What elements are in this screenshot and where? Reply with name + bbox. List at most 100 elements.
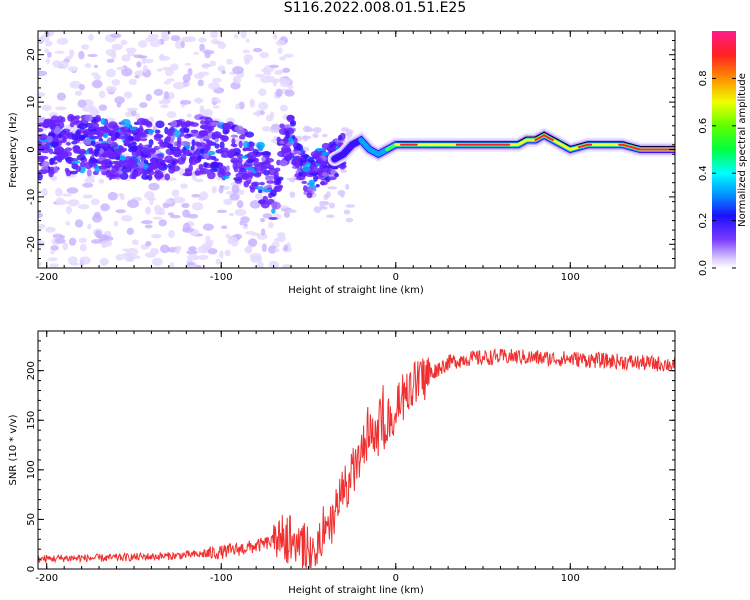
spectrogram-energy-blob xyxy=(43,119,50,123)
spectrogram-noise-blob xyxy=(105,68,116,78)
spectrogram-energy-blob xyxy=(82,139,93,146)
snr-x-label: Height of straight line (km) xyxy=(288,585,424,596)
spectrogram-energy-blob xyxy=(207,171,216,180)
spectrogram-energy-blob xyxy=(106,129,115,134)
spectrogram-noise-blob xyxy=(91,72,99,76)
spectrogram-noise-blob xyxy=(38,223,46,229)
spectrogram-noise-blob xyxy=(54,50,65,54)
spectrogram-energy-blob xyxy=(190,129,199,134)
spectrogram-energy-blob xyxy=(299,157,308,163)
spectrogram-noise-blob xyxy=(52,233,63,239)
snr-y-tick-label: 0 xyxy=(26,566,37,572)
spectrogram-noise-blob xyxy=(217,42,227,50)
spectrogram-energy-blob xyxy=(261,156,266,162)
spectrogram-noise-blob xyxy=(201,62,210,69)
spectrogram-noise-blob xyxy=(235,103,240,110)
spectrogram-noise-blob xyxy=(38,261,42,267)
spectrogram-energy-blob xyxy=(89,132,94,138)
spectrogram-noise-blob xyxy=(303,125,311,133)
spectrogram-noise-blob xyxy=(115,209,127,214)
spectrogram-energy-blob xyxy=(145,122,153,128)
snr-x-tick-label: -100 xyxy=(210,573,233,584)
spectrogram-energy-blob xyxy=(38,155,49,160)
spectrogram-noise-blob xyxy=(211,77,222,83)
spectrogram-energy-blob xyxy=(167,143,174,149)
spectrogram-noise-blob xyxy=(106,58,115,63)
spectrogram-energy-blob xyxy=(155,170,164,178)
spectrogram-energy-blob xyxy=(301,165,311,173)
spectrogram-x-tick-label: 100 xyxy=(561,272,580,283)
spectrogram-noise-blob xyxy=(273,237,283,242)
spectrogram-noise-blob xyxy=(166,78,176,82)
spectrogram-energy-blob xyxy=(199,167,210,175)
spectrogram-energy-blob xyxy=(245,166,253,171)
spectrogram-noise-blob xyxy=(56,37,69,45)
spectrogram-noise-blob xyxy=(153,88,164,96)
spectrogram-noise-blob xyxy=(175,247,181,255)
spectrogram-energy-blob xyxy=(173,150,180,156)
spectrogram-y-tick-label: 0 xyxy=(26,146,37,152)
spectrogram-energy-blob xyxy=(105,148,112,155)
spectrogram-energy-blob xyxy=(315,147,325,152)
spectrogram-noise-blob xyxy=(49,263,59,268)
spectrogram-energy-blob xyxy=(203,120,210,126)
spectrogram-noise-blob xyxy=(322,133,328,138)
spectrogram-energy-blob xyxy=(112,174,122,178)
spectrogram-noise-blob xyxy=(82,194,93,199)
spectrogram-energy-blob xyxy=(306,192,313,199)
spectrogram-energy-blob xyxy=(53,145,64,154)
spectrogram-noise-blob xyxy=(139,102,148,109)
spectrogram-noise-blob xyxy=(221,70,226,75)
spectrogram-noise-blob xyxy=(168,229,175,239)
spectrogram-noise-blob xyxy=(283,53,294,58)
spectrogram-noise-blob xyxy=(234,33,239,39)
spectrogram-energy-blob xyxy=(308,172,319,176)
spectrogram-noise-blob xyxy=(105,48,116,56)
spectrogram-energy-blob xyxy=(193,159,200,164)
spectrogram-noise-blob xyxy=(258,101,269,111)
spectrogram-noise-blob xyxy=(202,223,214,231)
spectrogram-energy-blob xyxy=(106,170,112,174)
spectrogram-noise-blob xyxy=(126,227,134,236)
spectrogram-energy-blob xyxy=(327,176,337,181)
spectrogram-noise-blob xyxy=(272,79,278,87)
spectrogram-noise-blob xyxy=(343,209,351,215)
spectrogram-noise-blob xyxy=(50,245,59,251)
spectrogram-energy-blob xyxy=(69,122,75,128)
spectrogram-noise-blob xyxy=(67,199,80,207)
colorbar-gradient xyxy=(712,31,736,268)
spectrogram-y-tick-label: -20 xyxy=(26,236,37,252)
spectrogram-background-scatter xyxy=(38,31,356,268)
colorbar: 0.0 0.2 0.4 0.6 0.8 Normalized spectral ampl… xyxy=(698,31,748,276)
spectrogram-energy-blob xyxy=(206,150,216,156)
spectrogram-x-tick-label: 0 xyxy=(393,272,399,283)
spectrogram-noise-blob xyxy=(38,239,46,248)
spectrogram-energy-blob xyxy=(155,120,165,129)
spectrogram-energy-blob xyxy=(74,115,81,120)
spectrogram-noise-blob xyxy=(131,239,139,246)
spectrogram-noise-blob xyxy=(144,207,150,213)
spectrogram-noise-blob xyxy=(133,54,144,59)
spectrogram-energy-blob xyxy=(141,173,150,180)
spectrogram-energy-blob xyxy=(271,208,276,214)
spectrogram-noise-blob xyxy=(100,240,113,247)
spectrogram-energy-blob xyxy=(203,135,212,140)
spectrogram-y-tick-label: -10 xyxy=(26,189,37,205)
spectrogram-noise-blob xyxy=(209,60,217,67)
spectrogram-energy-blob xyxy=(280,145,291,154)
spectrogram-noise-blob xyxy=(216,209,228,213)
spectrogram-noise-blob xyxy=(276,232,286,237)
spectrogram-noise-blob xyxy=(58,60,69,70)
spectrogram-noise-blob xyxy=(211,96,220,103)
spectrogram-energy-blob xyxy=(151,162,159,170)
spectrogram-energy-blob xyxy=(71,140,78,145)
spectrogram-energy-blob xyxy=(214,143,220,149)
spectrogram-noise-blob xyxy=(259,51,270,59)
spectrogram-noise-blob xyxy=(159,244,170,254)
spectrogram-noise-blob xyxy=(170,35,181,42)
spectrogram-noise-blob xyxy=(238,101,245,110)
spectrogram-energy-blob xyxy=(77,123,88,130)
spectrogram-noise-blob xyxy=(171,189,180,198)
